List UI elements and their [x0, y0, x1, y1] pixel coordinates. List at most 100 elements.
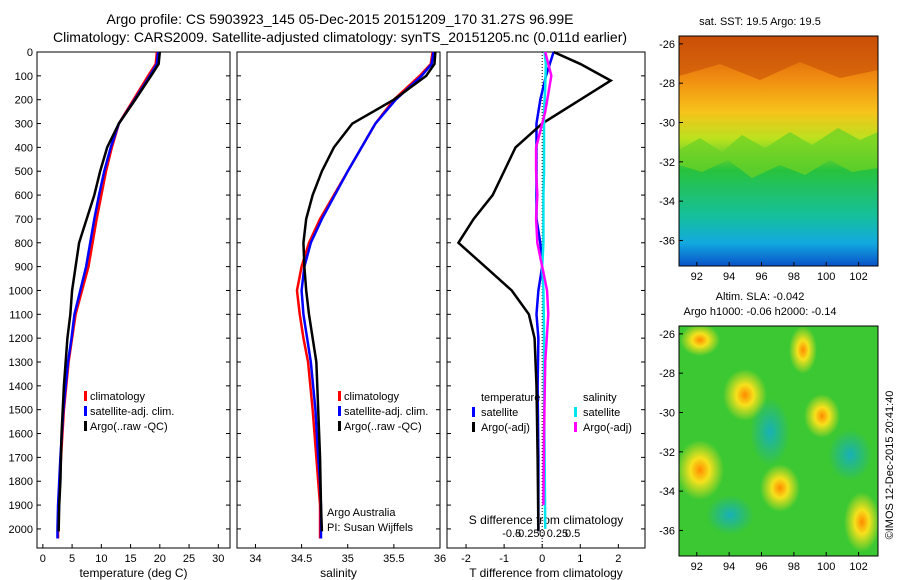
- sla-high: [844, 492, 878, 552]
- map-y-tick-label: -34: [659, 486, 675, 498]
- y-tick-label: 1700: [9, 452, 33, 464]
- sst-map: sat. SST: 19.5 Argo: 19.5 92 94 96 98 100 102…: [659, 16, 879, 283]
- s-tick-label: -0.5: [502, 528, 521, 540]
- y-tick-label: 800: [15, 238, 33, 250]
- map-y-tick-label: -34: [659, 196, 675, 208]
- sla-high: [680, 326, 720, 356]
- map-x-tick-label: 94: [723, 271, 735, 283]
- x-tick-label: -2: [461, 553, 471, 565]
- legend-label: satellite: [583, 407, 620, 419]
- legend-title: salinity: [583, 392, 617, 404]
- y-tick-label: 2000: [9, 524, 33, 536]
- legend-swatch: [338, 421, 341, 431]
- series-line-argo-raw-qc-: [57, 51, 162, 532]
- y-tick-label: 500: [15, 166, 33, 178]
- sla-low: [750, 398, 790, 466]
- series-line-satellite-adj-clim-: [300, 51, 435, 539]
- sla-high: [804, 394, 840, 438]
- difference-panel: -2 -1 0 1 2T difference from climatology -0.5…: [446, 50, 646, 580]
- legend-label: climatology: [90, 391, 146, 403]
- legend-title: temperature: [481, 392, 540, 404]
- y-tick-label: 300: [15, 119, 33, 131]
- x-tick-label: 25: [183, 553, 195, 565]
- sla-high: [760, 464, 800, 512]
- map-x-tick-label: 100: [817, 561, 835, 573]
- y-tick-label: 600: [15, 190, 33, 202]
- s-tick-label: 0.5: [565, 528, 580, 540]
- legend-swatch: [472, 407, 475, 417]
- series-line-argo-raw-qc-: [302, 51, 437, 532]
- x-tick-label: 34: [249, 553, 261, 565]
- annotation-line: PI: Susan Wijffels: [327, 522, 413, 534]
- sst-warm-patch: [679, 36, 878, 80]
- series-line-temperature-argo-adj-: [456, 50, 614, 532]
- legend-swatch: [574, 422, 577, 432]
- plot-frame: [36, 51, 231, 549]
- sla-map-title-line1: Altim. SLA: -0.042: [716, 291, 805, 303]
- x-tick-label: 0: [40, 553, 46, 565]
- map-y-tick-label: -36: [659, 235, 675, 247]
- y-tick-label: 400: [15, 142, 33, 154]
- x-tick-label: 35.5: [383, 553, 404, 565]
- x-tick-label: 20: [154, 553, 166, 565]
- x-tick-label: 10: [95, 553, 107, 565]
- legend-swatch: [84, 391, 87, 401]
- figure-title-line2: Climatology: CARS2009. Satellite-adjuste…: [53, 29, 627, 45]
- sst-map-ticks: 92 94 96 98 100 102 -26 -28 -30 -32 -34 -36: [659, 39, 868, 283]
- x-tick-label: 34.5: [291, 553, 312, 565]
- x-tick-label: 30: [212, 553, 224, 565]
- y-tick-label: 1600: [9, 429, 33, 441]
- y-tick-label: 700: [15, 214, 33, 226]
- map-x-tick-label: 94: [723, 561, 735, 573]
- map-y-tick-label: -26: [659, 39, 675, 51]
- y-tick-label: 1500: [9, 405, 33, 417]
- x-axis-label: temperature (deg C): [79, 566, 187, 580]
- map-y-tick-label: -32: [659, 447, 675, 459]
- series-line-climatology: [295, 51, 434, 539]
- footer-stamp: ©IMOS 12-Dec-2015 20:41:40: [884, 391, 896, 540]
- map-y-tick-label: -30: [659, 117, 675, 129]
- y-tick-label: 1900: [9, 500, 33, 512]
- y-tick-label: 900: [15, 262, 33, 274]
- y-tick-label: 200: [15, 95, 33, 107]
- series-line-salinity-argo-adj-: [534, 51, 553, 506]
- x-tick-label: 2: [615, 553, 621, 565]
- sla-low: [828, 429, 872, 481]
- sla-high: [679, 440, 724, 500]
- sla-map-frame: [678, 325, 879, 557]
- legend-label: satellite: [481, 407, 518, 419]
- x-tick-label: 1: [577, 553, 583, 565]
- x-tick-label: 35: [342, 553, 354, 565]
- map-y-tick-label: -26: [659, 329, 675, 341]
- legend-swatch: [472, 422, 475, 432]
- map-y-tick-label: -30: [659, 407, 675, 419]
- y-tick-label: 1100: [9, 309, 33, 321]
- sla-map-title-line2: Argo h1000: -0.06 h2000: -0.14: [684, 306, 837, 318]
- x-tick-label: 5: [69, 553, 75, 565]
- x-tick-label: -1: [499, 553, 509, 565]
- x-tick-label: 36: [434, 553, 446, 565]
- legend-swatch: [338, 406, 341, 416]
- s-tick-label: -0.25: [514, 528, 539, 540]
- salinity-panel: 34 34.5 35 35.5 36 salinity climatology satelli…: [236, 51, 446, 580]
- x-axis-label: salinity: [320, 566, 357, 580]
- y-tick-label: 100: [15, 71, 33, 83]
- y-tick-label: 1800: [9, 476, 33, 488]
- legend-label: Argo(-adj): [583, 422, 632, 434]
- legend-swatch: [574, 407, 577, 417]
- map-x-tick-label: 92: [691, 271, 703, 283]
- sla-low: [706, 495, 754, 535]
- y-tick-label: 0: [27, 47, 33, 59]
- y-tick-label: 1300: [9, 357, 33, 369]
- sla-map-ticks: 92 94 96 98 100 102 -26 -28 -30 -32 -34 -36: [659, 329, 868, 573]
- x-axis-label: T difference from climatology: [469, 566, 623, 580]
- legend-label: Argo(..raw -QC): [90, 421, 168, 433]
- sla-map: Altim. SLA: -0.042 Argo h1000: -0.06 h20…: [659, 291, 879, 573]
- temperature-panel: 0100200300400500600700800900100011001200…: [9, 47, 231, 580]
- map-x-tick-label: 102: [849, 271, 867, 283]
- legend-swatch: [84, 406, 87, 416]
- plot-frame: [236, 51, 441, 549]
- y-tick-label: 1400: [9, 381, 33, 393]
- legend-label: climatology: [344, 391, 400, 403]
